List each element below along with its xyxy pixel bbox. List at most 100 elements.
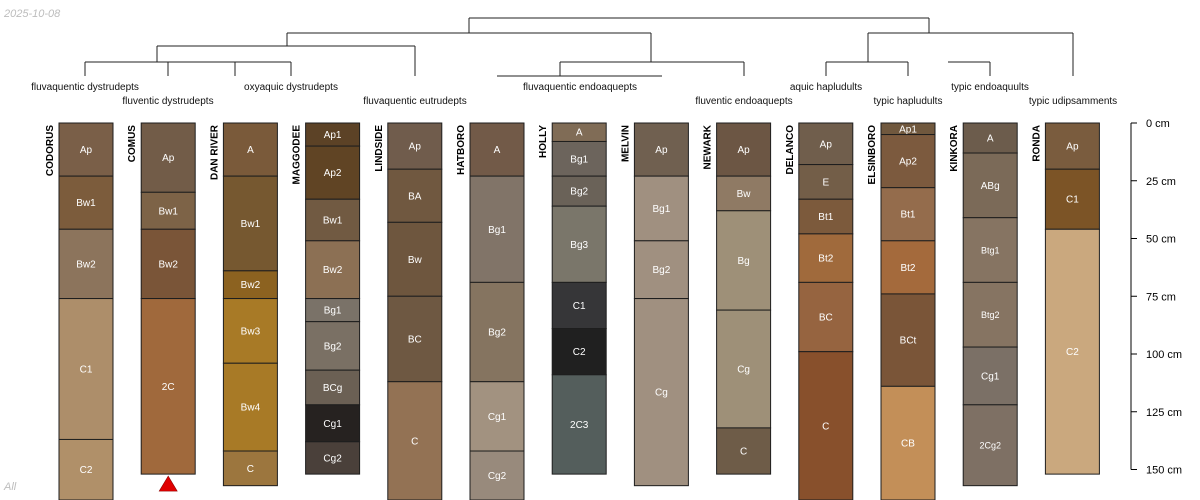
profile-name: RONDA [1031,125,1042,162]
horizon-label: Bw1 [158,206,178,217]
horizon-label: BC [819,313,833,324]
horizon-block [140,228,196,300]
horizon: Bg1 [305,298,361,323]
horizon-label: Ap [655,145,668,156]
horizon-label: Ap1 [324,130,342,141]
horizon: BA [387,168,443,223]
horizon: Bw2 [305,240,361,300]
profile-name: COMUS [127,125,138,163]
horizon: Bw1 [222,175,278,272]
horizon-block [1044,122,1100,170]
depth-tick-label: 100 cm [1146,349,1182,361]
horizon: Bt2 [798,233,854,283]
horizon: 2C [140,298,196,475]
horizon-block [962,404,1018,487]
profile-holly: A Bg1 Bg2 Bg3 C1 C2 2C3 HOLLY [538,122,607,475]
horizon-block [633,298,689,487]
horizon: A [962,122,1018,154]
subgroup-label: typic udipsamments [1029,96,1117,107]
horizon: 2Cg2 [962,404,1018,487]
horizon-block [1044,228,1100,475]
horizon-block [305,321,361,371]
horizon: Ap [716,122,772,177]
horizon-label: C1 [80,365,93,376]
horizon-block [716,210,772,311]
dendrogram [84,17,1074,77]
horizon: Ap [387,122,443,170]
horizon-block [387,168,443,223]
horizon: Bg3 [551,205,607,283]
horizon-label: Bg [737,256,749,267]
profile-newark: Ap Bw Bg Cg C NEWARK [703,122,772,475]
horizon-label: Ap [820,139,833,150]
horizon-label: A [576,128,583,139]
horizon-block [880,293,936,387]
date-label: 2025-10-08 [4,8,61,20]
horizon: BC [387,295,443,383]
horizon-label: Bw4 [241,403,261,414]
horizon: Cg2 [469,450,525,500]
horizon-block [305,145,361,200]
profile-name: DAN RIVER [209,124,220,180]
horizon: Bw [387,221,443,297]
horizon-label: Bw2 [241,280,261,291]
horizon-label: C [411,436,418,447]
horizon-block [633,175,689,242]
horizon-label: BC [408,334,422,345]
horizon-block [880,385,936,500]
horizon-label: E [822,177,829,188]
depth-axis: 0 cm 25 cm 50 cm 75 cm 100 cm 125 cm 150 cm [1130,118,1182,477]
horizon-label: BA [408,191,422,202]
subgroup-label: fluventic dystrudepts [122,96,213,107]
profile-delanco: Ap E Bt1 Bt2 BC C DELANCO [785,122,854,500]
profile-name: ELSINBORO [867,125,878,185]
horizon-block [222,270,278,300]
horizon: C1 [551,281,607,330]
horizon: Cg [716,309,772,429]
depth-tick-label: 75 cm [1146,291,1176,303]
horizon: Bg2 [551,175,607,207]
horizon: C2 [1044,228,1100,475]
profile-name: KINKORA [949,125,960,172]
horizon-label: Bg2 [653,265,671,276]
profile-codorus: Ap Bw1 Bw2 C1 C2 CODORUS [45,122,114,500]
horizon: Ap [58,122,114,177]
profile-comus: Ap Bw1 Bw2 2C COMUS [127,122,196,492]
horizon-label: Ap [162,153,175,164]
horizon-label: Ap [737,145,750,156]
horizon: Bw2 [140,228,196,300]
profile-dan-river: A Bw1 Bw2 Bw3 Bw4 C DAN RIVER [209,122,278,487]
horizon-label: C [740,447,747,458]
horizon-label: Bg3 [570,240,588,251]
horizon-block [962,122,1018,154]
horizon-label: Ap1 [899,124,917,135]
horizon-label: C2 [80,465,93,476]
horizon-label: Ap [80,145,93,156]
horizon-label: Bw2 [76,259,96,270]
depth-tick-label: 50 cm [1146,234,1176,246]
horizon: C2 [58,438,114,500]
horizon-label: 2Cg2 [979,441,1001,451]
horizon: Cg1 [962,346,1018,406]
subgroup-label: fluvaquentic eutrudepts [363,96,466,107]
horizon-label: C1 [573,301,586,312]
horizon-block [140,298,196,475]
horizon-block [633,240,689,300]
horizon: C2 [551,328,607,376]
profile-name: MAGGODEE [292,125,303,185]
horizon-block [222,362,278,452]
horizon-block [798,198,854,235]
horizon: Btg1 [962,217,1018,283]
horizon-label: Bg2 [570,187,588,198]
profile-melvin: Ap Bg1 Bg2 Cg MELVIN [620,122,689,487]
horizon-label: C2 [573,347,586,358]
horizon-block [633,122,689,177]
profile-lindside: Ap BA Bw BC C LINDSIDE [374,122,443,500]
horizon-label: Bt1 [818,212,833,223]
horizon-label: Bw1 [241,219,261,230]
profile-elsinboro: Ap1 Ap2 Bt1 Bt2 BCt CB ELSINBORO [867,122,936,500]
horizon-label: Bw2 [158,259,178,270]
horizon-block [798,351,854,500]
horizon-block [222,450,278,487]
